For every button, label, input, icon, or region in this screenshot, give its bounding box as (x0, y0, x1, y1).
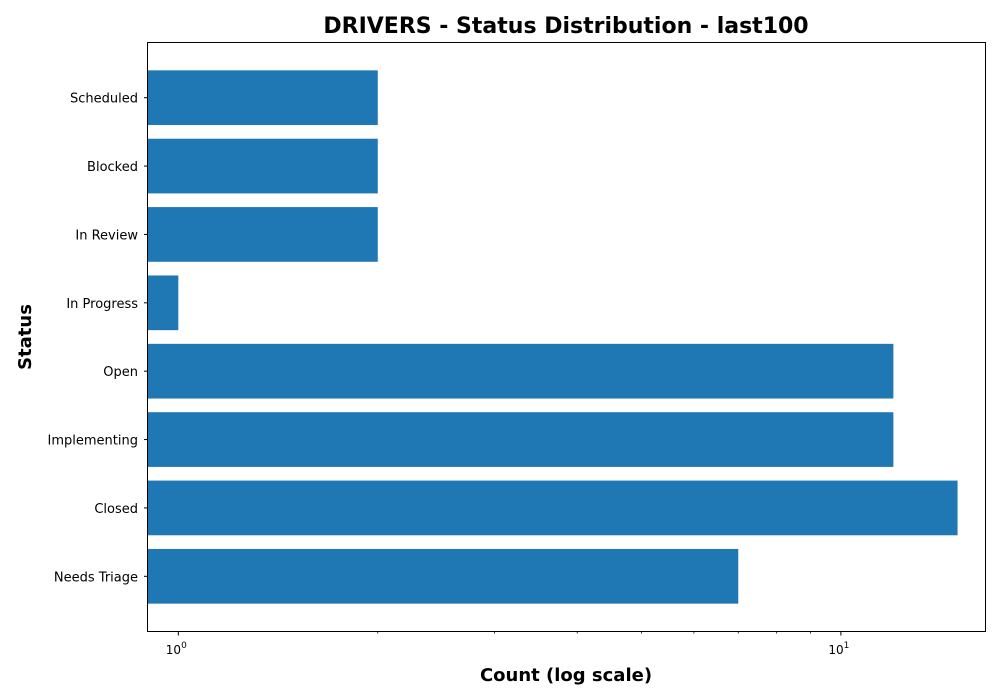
x-tick-label: 101 (828, 641, 849, 657)
bar-closed (148, 480, 958, 536)
y-axis-ticks: Needs Triage Closed Implementing Open In Pro… (48, 92, 148, 585)
x-axis-label: Count (log scale) (480, 665, 652, 686)
bar-blocked (148, 138, 378, 194)
y-axis-label: Status (15, 304, 36, 370)
y-tick-label-in-review: In Review (75, 228, 138, 243)
y-tick-label-closed: Closed (94, 502, 138, 517)
bar-in-progress (148, 275, 179, 331)
bar-in-review (148, 207, 378, 262)
bars-group (148, 70, 958, 604)
chart-title: DRIVERS - Status Distribution - last100 (323, 14, 808, 39)
y-tick-label-blocked: Blocked (87, 160, 138, 175)
x-tick-label: 100 (166, 641, 187, 657)
y-tick-label-scheduled: Scheduled (70, 92, 138, 107)
y-tick-label-needs-triage: Needs Triage (54, 570, 138, 585)
bar-needs-triage (148, 548, 739, 604)
y-tick-label-in-progress: In Progress (66, 297, 138, 312)
bar-scheduled (148, 70, 378, 126)
bar-implementing (148, 412, 894, 467)
plot-frame (147, 42, 986, 632)
y-tick-label-open: Open (103, 365, 138, 380)
x-axis-ticks: 100 101 (166, 631, 849, 657)
y-tick-label-implementing: Implementing (48, 434, 138, 449)
bar-open (148, 343, 894, 399)
